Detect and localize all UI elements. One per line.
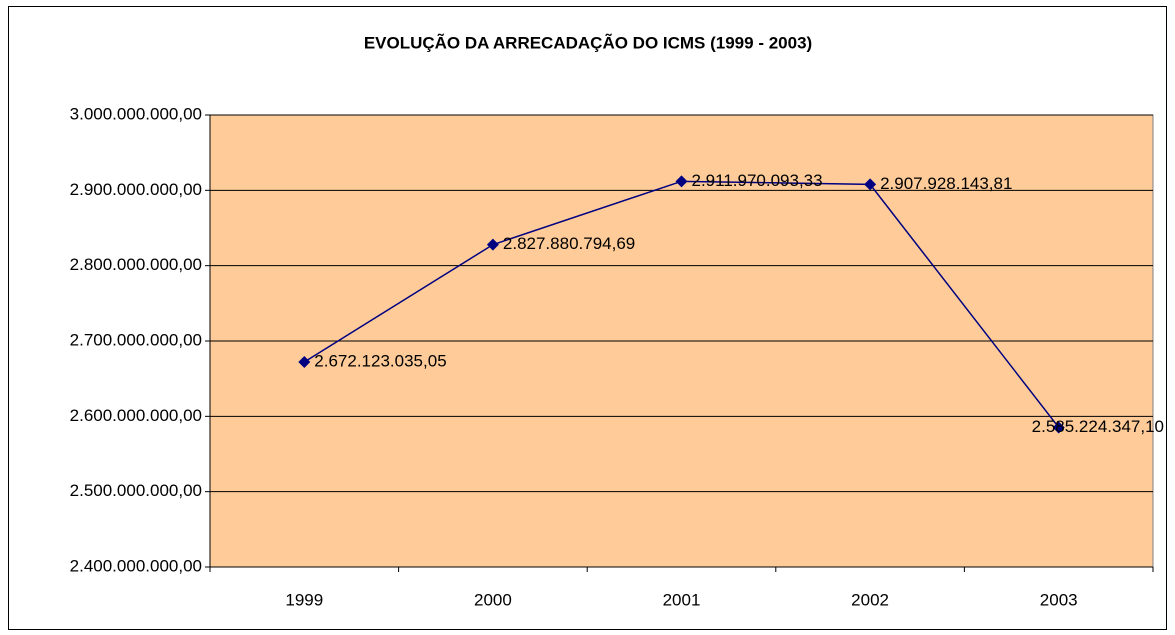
marker bbox=[1052, 421, 1065, 434]
x-tick-label: 2000 bbox=[474, 590, 512, 609]
y-tick-label: 2.700.000.000,00 bbox=[70, 330, 202, 349]
y-tick-label: 2.600.000.000,00 bbox=[70, 406, 202, 425]
y-tick-label: 3.000.000.000,00 bbox=[70, 104, 202, 123]
y-tick-label: 2.400.000.000,00 bbox=[70, 556, 202, 575]
y-tick-label: 2.500.000.000,00 bbox=[70, 481, 202, 500]
x-tick-label: 2001 bbox=[663, 590, 701, 609]
y-tick-label: 2.800.000.000,00 bbox=[70, 255, 202, 274]
data-label: 2.672.123.035,05 bbox=[314, 351, 446, 370]
chart-title: EVOLUÇÃO DA ARRECADAÇÃO DO ICMS (1999 - … bbox=[364, 32, 812, 52]
data-label: 2.585.224.347,10 bbox=[1032, 417, 1164, 436]
data-label: 2.827.880.794,69 bbox=[503, 234, 635, 253]
x-tick-label: 2002 bbox=[851, 590, 889, 609]
data-label: 2.911.970.093,33 bbox=[692, 171, 823, 190]
marker bbox=[864, 178, 877, 191]
data-label: 2.907.928.143,81 bbox=[880, 174, 1012, 193]
x-tick-label: 2003 bbox=[1040, 590, 1078, 609]
marker bbox=[486, 238, 499, 251]
x-tick-label: 1999 bbox=[285, 590, 323, 609]
marker bbox=[675, 175, 688, 188]
y-tick-label: 2.900.000.000,00 bbox=[70, 180, 202, 199]
marker bbox=[298, 356, 311, 369]
